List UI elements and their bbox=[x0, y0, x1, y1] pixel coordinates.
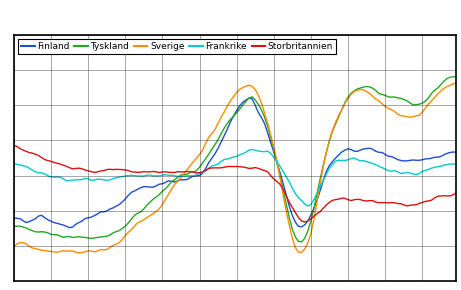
Tyskland bbox=[454, 75, 459, 78]
Storbritannien bbox=[330, 199, 335, 202]
Tyskland bbox=[11, 225, 17, 228]
Sverige bbox=[376, 99, 382, 103]
Storbritannien bbox=[76, 166, 82, 170]
Finland bbox=[67, 226, 72, 229]
Storbritannien bbox=[370, 199, 376, 202]
Frankrike bbox=[333, 160, 338, 163]
Sverige bbox=[11, 245, 17, 248]
Storbritannien bbox=[302, 220, 307, 224]
Sverige bbox=[330, 128, 335, 132]
Tyskland bbox=[76, 235, 82, 238]
Storbritannien bbox=[376, 201, 382, 204]
Frankrike bbox=[249, 148, 255, 151]
Tyskland bbox=[299, 240, 304, 244]
Tyskland bbox=[147, 200, 153, 204]
Sverige bbox=[42, 249, 47, 252]
Line: Tyskland: Tyskland bbox=[14, 77, 456, 242]
Tyskland bbox=[330, 129, 335, 133]
Line: Storbritannien: Storbritannien bbox=[14, 145, 456, 222]
Sverige bbox=[150, 212, 156, 215]
Sverige bbox=[370, 95, 376, 98]
Frankrike bbox=[454, 162, 459, 166]
Finland bbox=[42, 216, 47, 220]
Finland bbox=[11, 216, 17, 220]
Tyskland bbox=[42, 230, 47, 234]
Sverige bbox=[76, 251, 82, 255]
Frankrike bbox=[147, 173, 153, 177]
Sverige bbox=[454, 81, 459, 84]
Finland bbox=[246, 96, 252, 100]
Finland bbox=[373, 150, 378, 153]
Finland bbox=[379, 151, 385, 154]
Tyskland bbox=[376, 92, 382, 95]
Frankrike bbox=[305, 204, 311, 208]
Frankrike bbox=[42, 172, 47, 176]
Frankrike bbox=[379, 166, 385, 169]
Line: Frankrike: Frankrike bbox=[14, 150, 456, 206]
Legend: Finland, Tyskland, Sverige, Frankrike, Storbritannien: Finland, Tyskland, Sverige, Frankrike, S… bbox=[18, 39, 336, 54]
Frankrike bbox=[11, 162, 17, 166]
Storbritannien bbox=[454, 191, 459, 194]
Frankrike bbox=[76, 178, 82, 182]
Tyskland bbox=[370, 86, 376, 90]
Finland bbox=[454, 151, 459, 154]
Finland bbox=[150, 186, 156, 189]
Frankrike bbox=[373, 163, 378, 167]
Storbritannien bbox=[147, 170, 153, 174]
Line: Sverige: Sverige bbox=[14, 82, 456, 253]
Storbritannien bbox=[11, 144, 17, 147]
Sverige bbox=[79, 251, 85, 254]
Finland bbox=[79, 219, 85, 223]
Storbritannien bbox=[42, 158, 47, 162]
Finland bbox=[333, 156, 338, 160]
Line: Finland: Finland bbox=[14, 98, 456, 228]
